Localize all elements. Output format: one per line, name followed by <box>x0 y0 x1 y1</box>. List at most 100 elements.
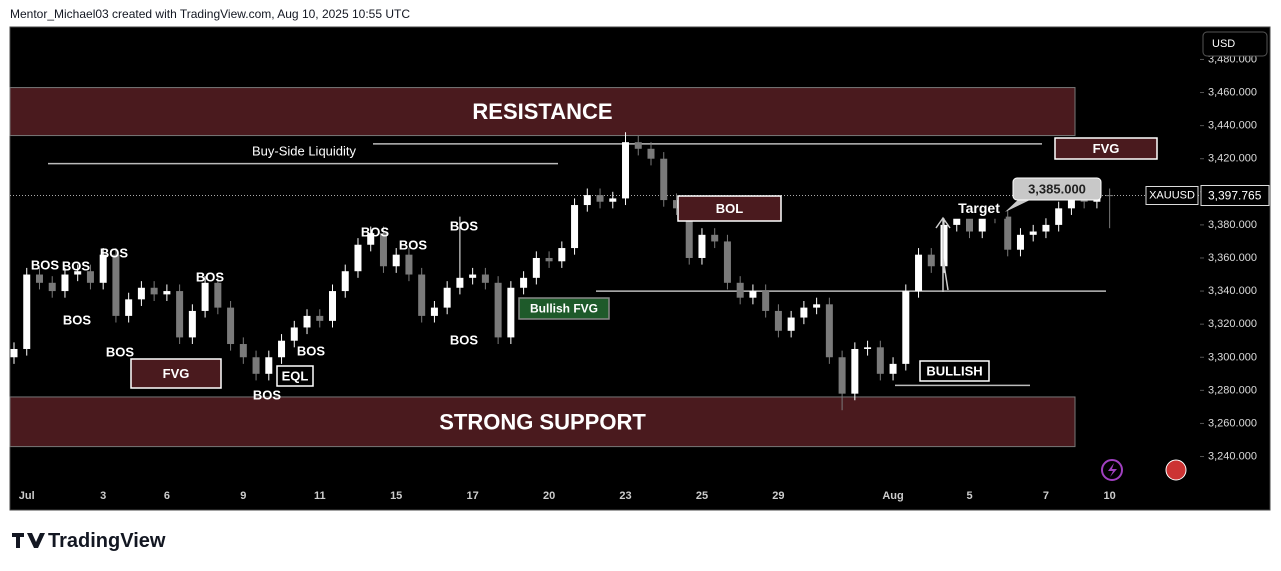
price-tag <box>1200 184 1270 206</box>
candle-body <box>660 158 668 201</box>
candle-body <box>214 282 222 308</box>
candle-body <box>838 357 846 394</box>
candle-body <box>329 291 336 321</box>
bol-label: BOL <box>716 201 744 216</box>
candle-body <box>125 299 133 316</box>
candle-body <box>176 291 184 338</box>
y-tick-label: 3,460.000 <box>1208 87 1257 99</box>
candle-body <box>774 310 782 331</box>
candle-body <box>876 347 884 374</box>
candle-body <box>711 234 719 242</box>
callout-box <box>1012 177 1102 201</box>
candle-body <box>227 307 235 345</box>
candle-body <box>672 200 680 209</box>
candle-body <box>520 277 528 288</box>
fvg-label-box <box>1054 137 1158 160</box>
candle-body <box>23 274 31 349</box>
candle-body <box>622 142 630 199</box>
y-tick-label: 3,440.000 <box>1208 120 1257 132</box>
candle-body <box>469 274 477 278</box>
candle-body <box>571 205 579 249</box>
bos-label: BOS <box>253 388 282 403</box>
candle-body <box>813 304 821 308</box>
zone <box>9 87 1076 137</box>
candle-body <box>902 291 910 364</box>
candle-body <box>239 344 247 358</box>
bullish-label-box <box>919 360 990 382</box>
x-tick-label: 7 <box>1043 490 1049 502</box>
candle-body <box>265 357 273 374</box>
candle-body <box>915 254 923 292</box>
y-tick-label: 3,320.000 <box>1208 318 1257 330</box>
target-arrow <box>935 216 951 292</box>
candle-body <box>609 198 617 202</box>
y-tick-label: 3,340.000 <box>1208 285 1257 297</box>
candle-body <box>150 287 158 295</box>
candle-body <box>800 307 808 318</box>
bos-label: BOS <box>399 238 428 253</box>
bos-label: BOS <box>450 219 479 234</box>
candle-body <box>354 244 362 272</box>
bos-label: BOS <box>31 258 60 273</box>
candle-body <box>379 233 387 267</box>
candle-body <box>1029 231 1037 235</box>
x-tick-label: 29 <box>772 490 784 502</box>
flag-icon <box>1165 459 1187 481</box>
candle-body <box>61 274 69 292</box>
fvg-label-box <box>130 358 222 389</box>
bol-label-box <box>677 195 782 222</box>
bos-label: BOS <box>450 333 479 348</box>
candle-body <box>889 363 897 374</box>
candle-body <box>290 327 298 341</box>
candle-body <box>1016 234 1024 250</box>
y-tick-label: 3,380.000 <box>1208 219 1257 231</box>
y-tick-label: 3,280.000 <box>1208 384 1257 396</box>
candle-body <box>787 317 795 331</box>
candle-body <box>978 214 986 232</box>
y-tick-label: 3,420.000 <box>1208 153 1257 165</box>
candle-body <box>35 274 43 283</box>
zone-label: RESISTANCE <box>472 99 612 124</box>
x-tick-label: 20 <box>543 490 555 502</box>
candle-body <box>723 241 731 283</box>
y-tick-label: 3,300.000 <box>1208 351 1257 363</box>
candle-body <box>966 214 973 232</box>
candle-body <box>698 234 706 258</box>
candle-body <box>163 291 171 295</box>
candle-body <box>316 315 324 321</box>
candle-body <box>749 291 757 298</box>
bos-label: BOS <box>361 225 390 240</box>
candle-body <box>1106 195 1114 197</box>
candle-body <box>341 271 349 292</box>
brand-logo <box>12 533 45 548</box>
x-tick-label: 25 <box>696 490 708 502</box>
brand: TradingView <box>48 530 166 552</box>
currency-button <box>1202 31 1268 57</box>
x-tick-label: 17 <box>467 490 479 502</box>
x-tick-label: 15 <box>390 490 402 502</box>
bos-label: BOS <box>100 246 129 261</box>
lightning-icon <box>1101 459 1123 481</box>
x-tick-label: 6 <box>164 490 170 502</box>
candle-body <box>583 195 591 206</box>
candle-body <box>10 348 18 358</box>
candle-body <box>1055 208 1063 225</box>
callout-label: 3,385.000 <box>1028 182 1086 197</box>
candle-body <box>545 257 553 262</box>
eql-label-box <box>276 365 314 387</box>
candle-body <box>596 195 604 202</box>
candle-body <box>634 142 642 149</box>
candle-body <box>367 233 375 245</box>
target-label-box <box>952 197 1006 219</box>
candle-body <box>494 282 502 338</box>
y-tick-label: 3,360.000 <box>1208 252 1257 264</box>
bos-label: BOS <box>63 313 92 328</box>
y-tick-label: 3,240.000 <box>1208 451 1257 463</box>
lightning-glyph <box>1108 463 1117 477</box>
candle-body <box>558 248 566 262</box>
zone-label: STRONG SUPPORT <box>439 409 646 434</box>
x-tick-label: 11 <box>314 490 326 502</box>
x-tick-label: Aug <box>882 490 903 502</box>
y-tick-label: 3,260.000 <box>1208 417 1257 429</box>
